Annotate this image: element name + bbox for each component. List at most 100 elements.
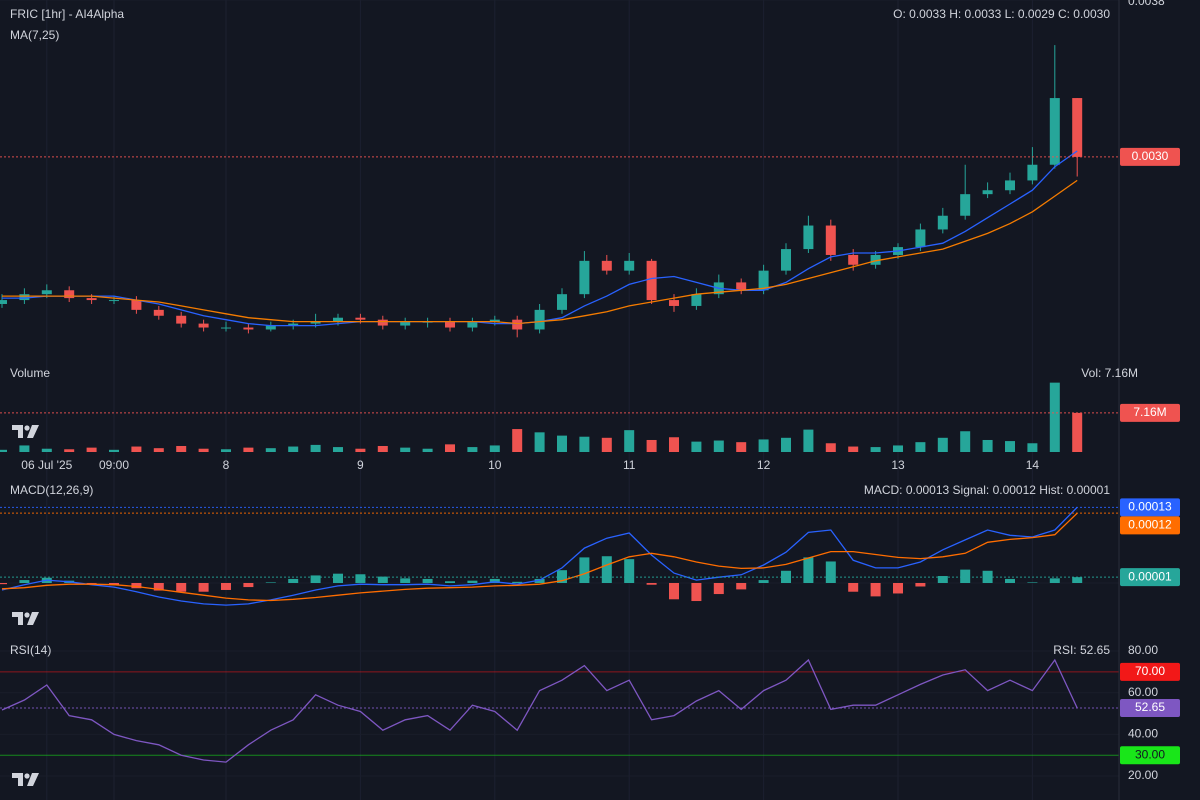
x-tick-label: 13 (891, 458, 905, 472)
histogram-bar (86, 582, 97, 584)
volume-bar (445, 444, 455, 452)
x-tick-label: 09:00 (99, 458, 129, 472)
volume-bar (557, 435, 567, 452)
volume-bar (243, 447, 254, 452)
volume-bar (355, 448, 366, 452)
macd-readout: MACD: 0.00013 Signal: 0.00012 Hist: 0.00… (864, 483, 1110, 497)
histogram-bar (982, 570, 993, 583)
candle-body (870, 254, 881, 265)
axis-tag (1120, 662, 1180, 681)
y-tick-label: 60.00 (1128, 685, 1158, 699)
histogram-bar (153, 582, 164, 591)
volume-bar (713, 440, 724, 452)
volume-readout: Vol: 7.16M (1081, 366, 1138, 380)
histogram-bar (713, 582, 724, 595)
y-tick-label: 0.0038 (1128, 0, 1165, 8)
candle-body (19, 294, 30, 301)
volume-bar (624, 430, 635, 452)
candle-body (64, 290, 75, 299)
axis-tag-label: 70.00 (1135, 664, 1165, 678)
volume-bar (1072, 412, 1083, 452)
candle-body (109, 300, 119, 302)
candle-body (131, 300, 142, 310)
histogram-bar (131, 582, 142, 589)
histogram-bar (176, 582, 187, 592)
volume-bar (848, 446, 859, 452)
histogram-bar (960, 569, 971, 583)
rsi-readout: RSI: 52.65 (1053, 643, 1110, 657)
axis-tag (1120, 746, 1180, 765)
logo (12, 612, 39, 625)
volume-bar (512, 429, 523, 452)
candle-body (960, 194, 971, 216)
volume-bar (467, 447, 478, 452)
histogram-bar (1049, 578, 1060, 583)
candle-body (691, 294, 702, 306)
histogram-bar (0, 582, 7, 585)
candle-body (624, 260, 635, 271)
volume-bar (422, 448, 433, 452)
volume-bar (579, 436, 590, 452)
volume-bar (176, 445, 187, 452)
marks (0, 45, 1119, 763)
logo (12, 773, 39, 786)
volume-bar (288, 446, 299, 452)
candle-body (176, 315, 187, 324)
histogram-bar (870, 582, 881, 597)
axis-tag (1120, 403, 1180, 422)
histogram-bar (825, 561, 836, 583)
volume-bar (0, 449, 7, 452)
volume-bar (41, 448, 52, 452)
candle-body (86, 298, 97, 301)
histogram-bar (198, 582, 209, 592)
candle-body (310, 321, 321, 324)
candle-body (758, 270, 769, 291)
volume-bar (982, 439, 993, 452)
histogram-bar (489, 578, 500, 583)
volume-bar (86, 447, 97, 452)
candle-body (288, 323, 299, 326)
candle-body (243, 327, 254, 330)
histogram-bar (400, 578, 411, 583)
volume-bar (64, 449, 75, 452)
histogram-bar (1005, 578, 1015, 583)
histogram-bar (557, 570, 567, 583)
histogram-bar (534, 578, 545, 583)
histogram-bar (333, 573, 343, 583)
candle-body (803, 225, 814, 250)
macd-line (1, 506, 1078, 606)
candle-body (848, 254, 859, 265)
histogram-bar (646, 582, 657, 585)
volume-bar (489, 445, 500, 452)
volume-bar (937, 437, 948, 452)
histogram-bar (915, 582, 926, 587)
volume-bar (265, 448, 276, 452)
candle-body (467, 321, 478, 328)
volume-title: Volume (10, 366, 50, 380)
volume-bar (669, 437, 679, 452)
x-tick-label: 06 Jul '25 (21, 458, 72, 472)
ohlc-readout: O: 0.0033 H: 0.0033 L: 0.0029 C: 0.0030 (893, 7, 1110, 21)
candle-body (825, 225, 836, 255)
volume-bar (893, 445, 903, 452)
candle-body (781, 249, 791, 271)
histogram-bar (579, 557, 590, 583)
volume-bar (781, 437, 791, 452)
volume-bar (736, 442, 747, 452)
ma-label: MA(7,25) (10, 28, 59, 42)
candle-body (512, 319, 523, 330)
volume-bar (646, 439, 657, 452)
candle-body (1049, 98, 1060, 165)
axis-tag-label: 30.00 (1135, 747, 1165, 761)
axis-tag (1120, 147, 1180, 166)
candle-body (601, 260, 612, 271)
y-tick-label: 20.00 (1128, 768, 1158, 782)
x-tick-label: 11 (623, 458, 636, 472)
rsi-line (1, 658, 1078, 763)
histogram-bar (669, 582, 679, 600)
volume-bar (109, 449, 119, 452)
moving-average (2, 179, 1078, 325)
candle-body (377, 319, 388, 326)
labels: FRIC [1hr] - AI4Alpha MA(7,25) O: 0.0033… (10, 0, 1180, 782)
